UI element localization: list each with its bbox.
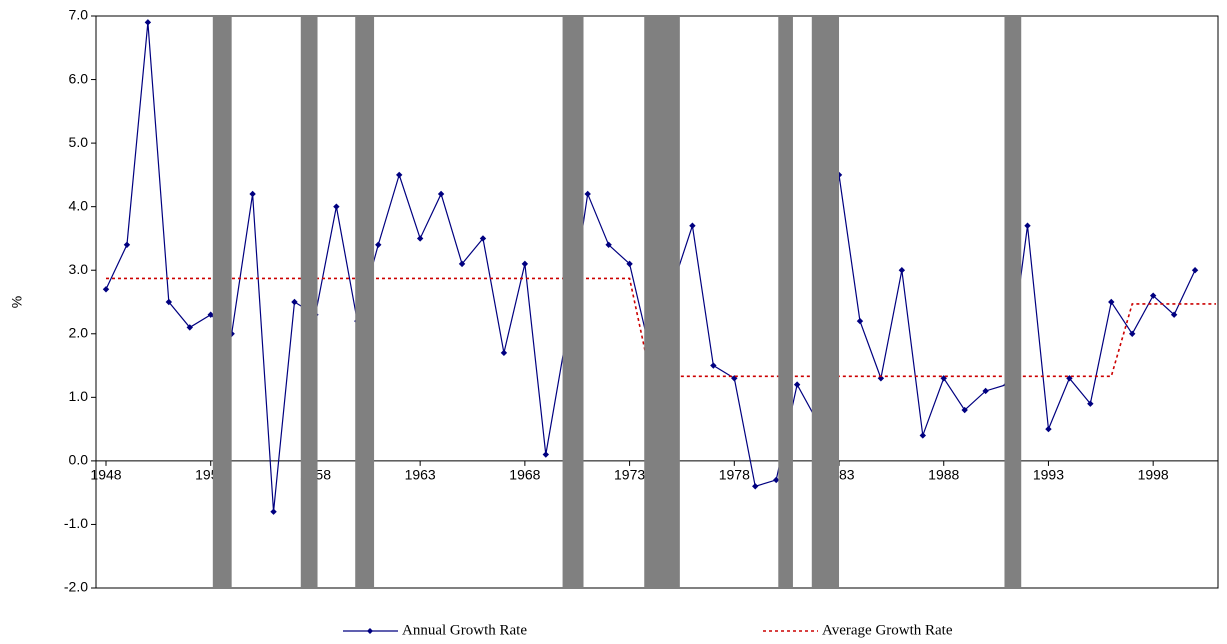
data-point <box>375 241 382 248</box>
data-point <box>479 235 487 242</box>
y-tick-label: -1.0 <box>64 515 88 531</box>
recession-bar <box>355 16 375 588</box>
data-point <box>333 203 340 210</box>
y-tick-label: 5.0 <box>69 134 89 150</box>
data-point <box>1024 222 1031 229</box>
data-point <box>102 286 110 293</box>
data-point <box>710 362 717 369</box>
recession-bar <box>212 16 232 588</box>
x-tick-label: 1973 <box>614 467 645 483</box>
legend-label: Annual Growth Rate <box>402 622 527 638</box>
legend-marker <box>367 628 373 634</box>
x-tick-label: 1998 <box>1138 467 1169 483</box>
series-line <box>106 277 1216 378</box>
data-point <box>165 298 173 306</box>
y-tick-label: 2.0 <box>69 324 89 340</box>
y-axis-label: % <box>9 296 25 308</box>
y-tick-label: 0.0 <box>69 452 89 468</box>
recession-bar <box>644 16 680 588</box>
data-point <box>458 260 466 268</box>
data-point <box>396 171 403 179</box>
recession-bar <box>562 16 584 588</box>
data-point <box>144 19 152 26</box>
data-point <box>1108 298 1115 306</box>
legend-label: Average Growth Rate <box>822 622 953 638</box>
data-point <box>982 387 989 395</box>
x-tick-label: 1963 <box>405 467 436 483</box>
x-tick-label: 1978 <box>719 467 750 483</box>
recession-bar <box>811 16 840 588</box>
data-point <box>961 406 968 414</box>
y-tick-label: 1.0 <box>69 388 89 404</box>
data-point <box>291 298 298 306</box>
x-tick-label: 1993 <box>1033 467 1064 483</box>
data-point <box>584 190 591 198</box>
y-tick-label: 4.0 <box>69 197 89 213</box>
x-tick-label: 1988 <box>928 467 959 483</box>
data-point <box>898 267 906 274</box>
recession-bar <box>778 16 793 588</box>
data-point <box>521 260 529 268</box>
data-point <box>605 241 612 248</box>
data-point <box>416 235 424 242</box>
data-point <box>1170 311 1178 318</box>
data-point <box>772 476 780 484</box>
x-tick-label: 1948 <box>90 467 121 483</box>
data-point <box>207 311 214 318</box>
x-tick-label: 1968 <box>509 467 540 483</box>
data-point <box>1191 267 1199 274</box>
data-point <box>1149 292 1157 299</box>
data-point <box>919 432 926 439</box>
data-point <box>856 317 864 325</box>
data-point <box>500 349 508 357</box>
data-point <box>1045 425 1052 433</box>
y-tick-label: 3.0 <box>69 261 89 277</box>
recession-bar <box>300 16 318 588</box>
data-point <box>1129 330 1136 337</box>
data-point <box>437 190 445 198</box>
y-tick-label: -2.0 <box>64 579 88 595</box>
data-point <box>186 324 193 331</box>
recession-bar <box>1004 16 1022 588</box>
data-point <box>270 508 277 515</box>
data-point <box>689 222 696 229</box>
data-point <box>542 451 550 458</box>
data-point <box>626 260 633 268</box>
data-point <box>793 381 801 388</box>
data-point <box>752 483 759 490</box>
y-tick-label: 6.0 <box>69 70 89 86</box>
data-point <box>1087 400 1094 407</box>
data-point <box>249 190 256 198</box>
y-tick-label: 7.0 <box>69 7 89 23</box>
data-point <box>123 241 131 248</box>
